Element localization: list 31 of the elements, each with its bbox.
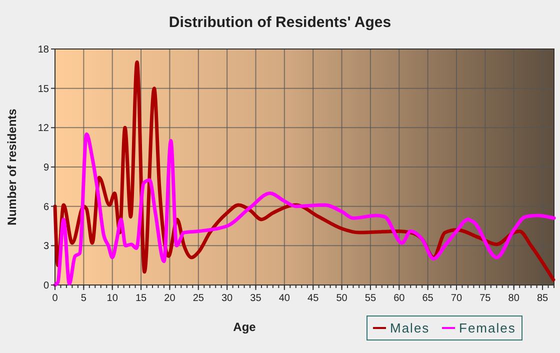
x-tick-label: 35 [250,293,262,304]
x-tick-label: 50 [336,293,348,304]
y-tick-label: 9 [43,162,50,174]
y-axis-title: Number of residents [5,108,19,226]
x-tick-label: 5 [80,293,87,304]
x-tick-label: 85 [536,293,549,304]
x-tick-label: 15 [135,293,148,304]
y-tick-label: 12 [38,123,50,134]
x-tick-label: 55 [364,293,376,304]
x-tick-label: 25 [192,293,204,304]
x-tick-label: 45 [308,293,320,304]
y-tick-label: 0 [43,280,50,292]
x-axis-title: Age [233,320,256,334]
line-series [53,132,556,287]
x-tick-label: 0 [52,293,58,304]
x-tick-label: 80 [508,293,520,304]
legend-label: Males [390,320,430,336]
x-tick-label: 40 [278,293,290,304]
y-tick-label: 18 [38,44,50,56]
x-tick-label: 30 [222,293,234,304]
legend-label: Females [459,320,516,336]
x-tick-label: 75 [480,293,492,304]
x-tick-label: 60 [394,293,406,304]
x-tick-label: 70 [450,293,462,304]
y-tick-label: 3 [43,241,50,252]
x-tick-label: 10 [106,293,118,304]
x-tick-label: 20 [164,293,176,304]
x-tick-label: 65 [422,293,434,304]
y-tick-label: 6 [43,202,50,213]
chart-title: Distribution of Residents' Ages [168,14,392,31]
y-tick-label: 15 [38,84,50,95]
